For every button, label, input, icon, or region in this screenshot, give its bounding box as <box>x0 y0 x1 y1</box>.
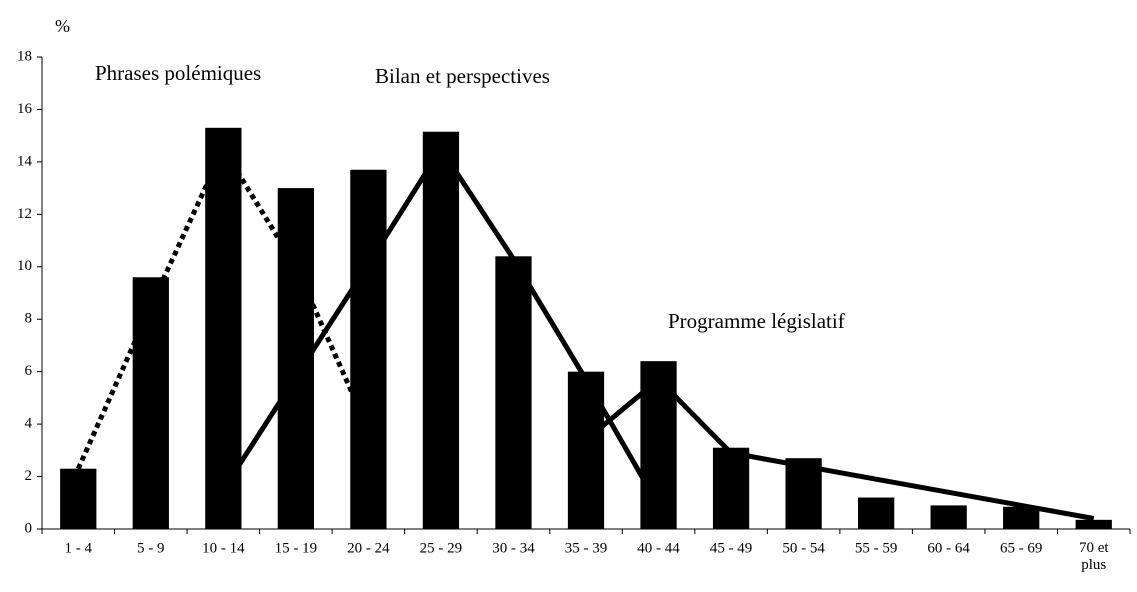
y-tick-label: 12 <box>17 206 32 222</box>
line <box>584 376 1095 521</box>
y-tick-label: 2 <box>25 468 33 484</box>
x-tick-label: 5 - 9 <box>137 540 165 556</box>
bar <box>858 497 895 529</box>
y-tick-label: 8 <box>25 311 33 327</box>
x-tick-label: 55 - 59 <box>855 540 898 556</box>
bar <box>1075 519 1112 529</box>
x-tick-label: 35 - 39 <box>565 540 608 556</box>
bar <box>712 447 750 529</box>
x-tick-label: 20 - 24 <box>347 540 390 556</box>
x-tick-label: 70 et plus <box>1079 540 1109 573</box>
x-tick-label: 15 - 19 <box>275 540 318 556</box>
bar <box>495 256 532 529</box>
y-tick-label: 14 <box>17 153 33 169</box>
y-tick-label: 0 <box>25 520 33 536</box>
x-tick-label: 10 - 14 <box>202 540 245 556</box>
x-tick-label: 30 - 34 <box>492 540 535 556</box>
x-tick-label: 1 - 4 <box>65 540 93 556</box>
y-tick-label: 16 <box>17 101 33 117</box>
y-tick-label: 10 <box>17 258 32 274</box>
bar <box>1003 506 1040 529</box>
x-tick-label-line: plus <box>1081 557 1106 573</box>
bar <box>60 468 97 529</box>
series-label: Programme législatif <box>668 309 845 333</box>
bar <box>567 371 605 529</box>
y-tick-label: 18 <box>17 48 32 64</box>
x-tick-label: 65 - 69 <box>1000 540 1043 556</box>
bar <box>205 127 242 530</box>
y-tick-label: 4 <box>25 416 33 432</box>
line <box>221 144 661 507</box>
x-tick-label: 50 - 54 <box>782 540 825 556</box>
bar <box>132 277 169 529</box>
series-label: Bilan et perspectives <box>375 64 550 88</box>
x-tick-label: 60 - 64 <box>927 540 970 556</box>
x-tick-label: 40 - 44 <box>637 540 680 556</box>
x-tick-label-line: 70 et <box>1079 540 1109 556</box>
bar <box>930 505 967 529</box>
y-axis-label: % <box>55 16 70 36</box>
line <box>75 143 371 470</box>
y-tick-label: 6 <box>25 363 33 379</box>
x-tick-label: 45 - 49 <box>710 540 753 556</box>
x-tick-label: 25 - 29 <box>420 540 463 556</box>
series-label: Phrases polémiques <box>95 61 261 85</box>
bar <box>350 169 387 529</box>
bar <box>422 131 460 529</box>
